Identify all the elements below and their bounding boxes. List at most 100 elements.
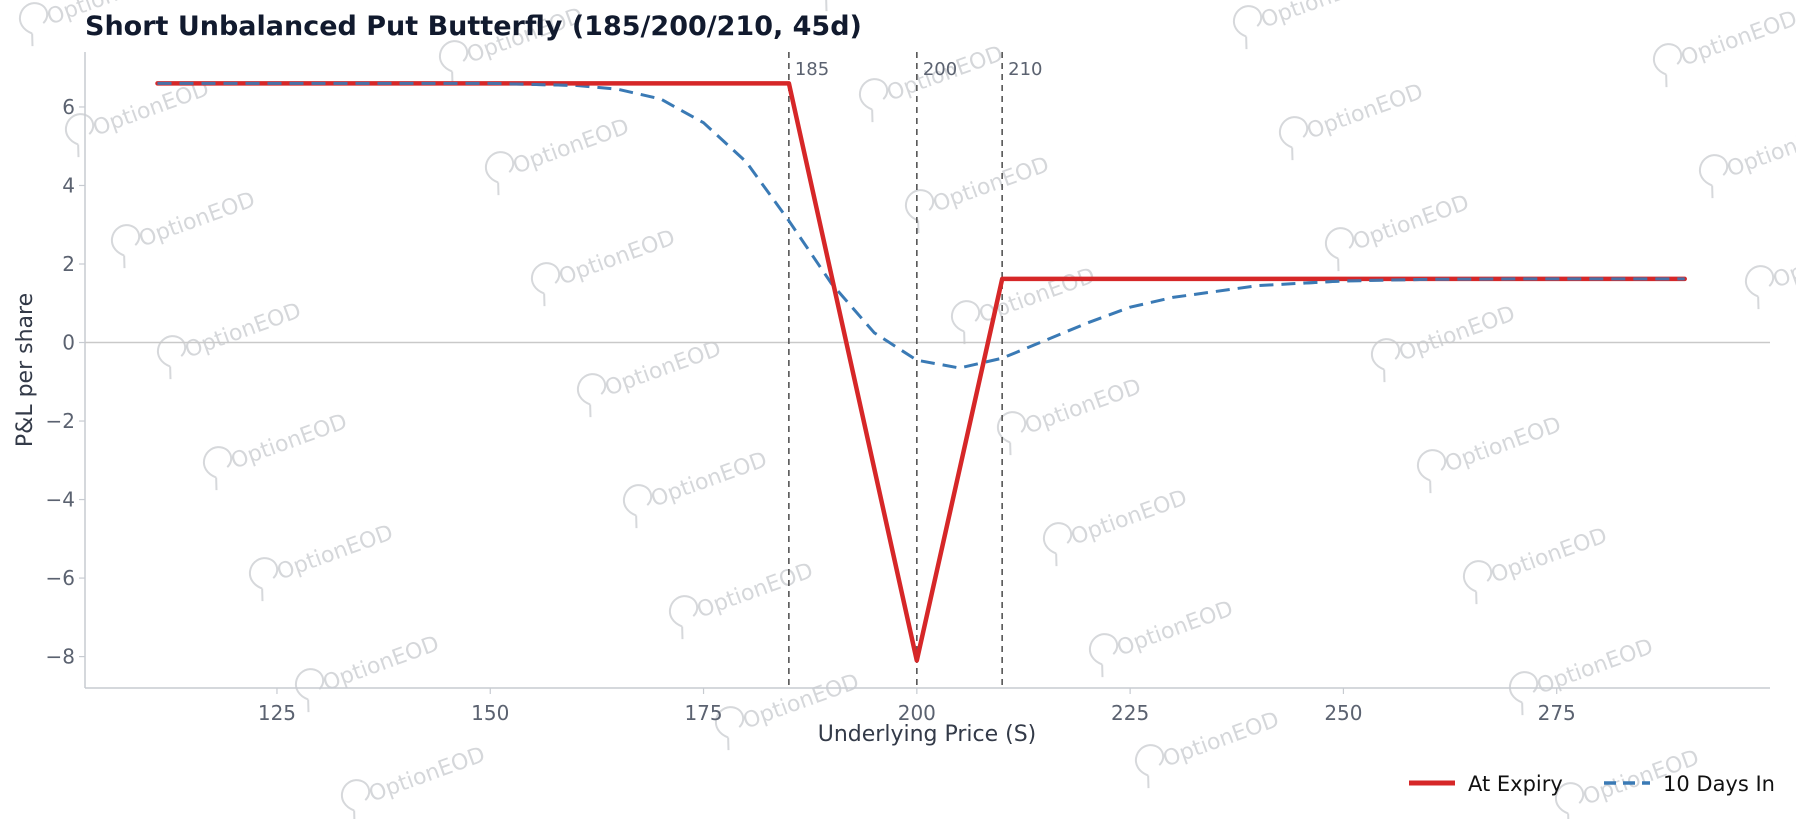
y-tick-label: −4 [46, 488, 75, 512]
watermark-text: OptionEOD [1068, 485, 1191, 550]
watermark-text: OptionEOD [694, 558, 817, 623]
watermark-logo-icon [19, 2, 49, 47]
x-tick-label: 250 [1324, 701, 1362, 725]
watermark: OptionEOD [295, 631, 443, 713]
x-ticks: 125 150 175 200 225 250 275 [258, 688, 1576, 725]
y-tick-label: −6 [46, 566, 75, 590]
watermark: OptionEOD [1325, 190, 1473, 272]
watermark: OptionEOD [1509, 634, 1657, 716]
strike-label: 185 [795, 59, 829, 80]
watermark: OptionEOD [905, 152, 1053, 234]
y-tick-label: 2 [62, 252, 75, 276]
watermark: OptionEOD [157, 298, 305, 380]
legend: At Expiry 10 Days In [1409, 772, 1775, 796]
watermark-logo-icon [1463, 560, 1493, 605]
series-line-10-days-in [157, 81, 1685, 370]
watermark-text: OptionEOD [228, 409, 351, 474]
watermark: OptionEOD [1371, 301, 1519, 383]
watermark-text: OptionEOD [1350, 190, 1473, 255]
watermark-text: OptionEOD [320, 631, 443, 696]
watermark-logo-icon [1371, 338, 1401, 383]
watermark-logo-icon [65, 113, 95, 158]
watermark-text: OptionEOD [1770, 228, 1796, 293]
watermark-logo-icon [669, 595, 699, 640]
strike-label: 210 [1008, 59, 1042, 80]
watermark-text: OptionEOD [1258, 0, 1381, 33]
watermark-text: OptionEOD [510, 114, 633, 179]
watermark-logo-icon [1089, 633, 1119, 678]
watermark-text: OptionEOD [1396, 301, 1519, 366]
watermark-text: OptionEOD [556, 225, 679, 290]
series-layer [155, 81, 1687, 663]
watermark-text: OptionEOD [136, 187, 259, 252]
watermark-text: OptionEOD [274, 520, 397, 585]
watermark-logo-icon [203, 446, 233, 491]
watermark: OptionEOD [623, 447, 771, 529]
watermark: OptionEOD [997, 374, 1145, 456]
x-tick-label: 225 [1111, 701, 1149, 725]
watermark-logo-icon [1325, 227, 1355, 272]
watermark-text: OptionEOD [1114, 596, 1237, 661]
watermark: OptionEOD [1653, 6, 1796, 88]
strike-label: 200 [923, 59, 957, 80]
watermark-text: OptionEOD [1488, 523, 1611, 588]
legend-label-expiry: At Expiry [1468, 772, 1563, 796]
watermark-text: OptionEOD [366, 742, 489, 807]
watermark: OptionEOD [813, 0, 843, 12]
watermark: OptionEOD [1135, 707, 1283, 789]
watermark-text: OptionEOD [1724, 117, 1796, 182]
watermark-logo-icon [1653, 43, 1683, 88]
x-tick-label: 275 [1538, 701, 1576, 725]
x-tick-label: 125 [258, 701, 296, 725]
axes [84, 52, 1770, 689]
watermark-logo-icon [295, 668, 325, 713]
watermark-logo-icon [1043, 522, 1073, 567]
watermark-text: OptionEOD [930, 152, 1053, 217]
watermark: OptionEOD [1417, 412, 1565, 494]
y-tick-label: 4 [62, 173, 75, 197]
watermark-logo-icon [1699, 154, 1729, 199]
watermark-logo-icon [1745, 265, 1775, 310]
watermark-logo-icon [905, 189, 935, 234]
watermark-text: OptionEOD [182, 298, 305, 363]
watermark: OptionEOD [1463, 523, 1611, 605]
y-tick-label: 6 [62, 95, 75, 119]
watermark: OptionEOD [1233, 0, 1381, 50]
legend-label-10-days-in: 10 Days In [1663, 772, 1775, 796]
watermark-logo-icon [1509, 671, 1539, 716]
watermark-logo-icon [577, 373, 607, 418]
watermark-logo-icon [531, 262, 561, 307]
watermark: OptionEOD [1279, 79, 1427, 161]
watermark-text: OptionEOD [1678, 6, 1796, 71]
x-tick-label: 175 [684, 701, 722, 725]
watermark-logo-icon [623, 484, 653, 529]
y-ticks: −8 −6 −4 −2 0 2 4 6 [46, 95, 85, 669]
watermark: OptionEOD [203, 409, 351, 491]
watermark: OptionEOD [951, 263, 1099, 345]
y-axis-label: P&L per share [13, 293, 38, 447]
watermark-logo-icon [859, 78, 889, 123]
y-tick-label: −8 [46, 645, 75, 669]
watermark-logo-icon [249, 557, 279, 602]
watermark-logo-icon [715, 706, 745, 751]
watermark: OptionEOD [485, 114, 633, 196]
watermark-logo-icon [157, 335, 187, 380]
x-tick-label: 150 [471, 701, 509, 725]
watermark: OptionEOD [341, 742, 489, 823]
y-tick-label: −2 [46, 409, 75, 433]
watermark-logo-icon [1135, 744, 1165, 789]
watermark: OptionEOD [1043, 485, 1191, 567]
watermark-logo-icon [1233, 5, 1263, 50]
chart-title: Short Unbalanced Put Butterfly (185/200/… [85, 11, 862, 42]
watermark-logo-icon [485, 151, 515, 196]
x-axis-label: Underlying Price (S) [818, 722, 1037, 747]
watermark-logo-icon [1279, 116, 1309, 161]
watermark: OptionEOD [1745, 228, 1796, 310]
watermark: OptionEOD [1089, 596, 1237, 678]
series-line-at-expiry [155, 81, 1687, 663]
watermark-logo-icon [997, 411, 1027, 456]
watermark-text: OptionEOD [602, 336, 725, 401]
watermark-text: OptionEOD [1160, 707, 1283, 772]
watermark-logo-icon [813, 0, 843, 12]
